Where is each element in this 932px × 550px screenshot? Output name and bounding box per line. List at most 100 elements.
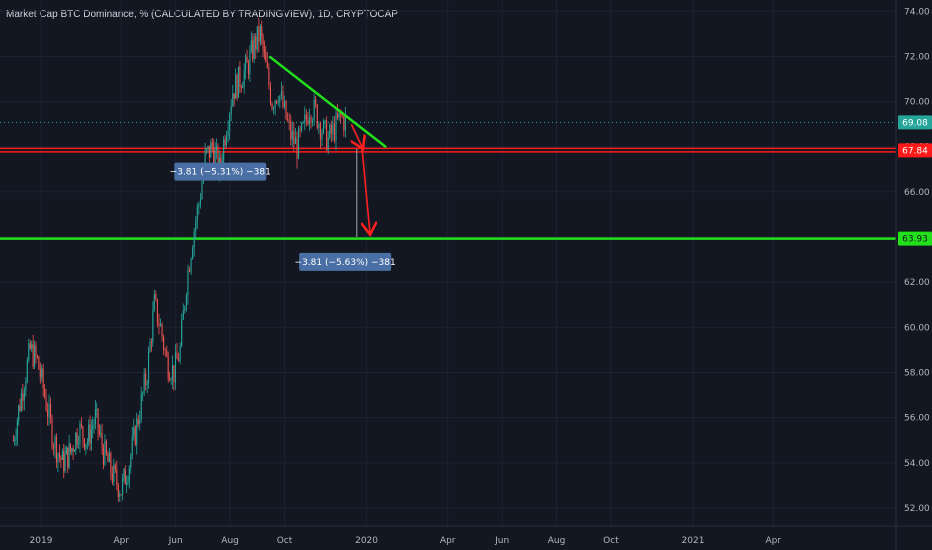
candle-body: [301, 122, 303, 131]
candle-body: [54, 437, 56, 449]
candle-body: [19, 405, 21, 411]
candle-body: [167, 356, 169, 379]
candle-body: [49, 403, 52, 418]
candle-body: [258, 26, 260, 43]
candle-body: [269, 85, 271, 104]
candle-body: [302, 122, 304, 123]
candle-body: [136, 418, 138, 445]
candle-body: [72, 448, 74, 452]
candle-body: [80, 423, 82, 427]
candle-body: [41, 368, 43, 378]
candle-body: [104, 440, 106, 465]
candle-body: [98, 430, 100, 433]
candle-body: [184, 306, 186, 311]
candle-body: [26, 359, 28, 382]
candle-body: [46, 410, 49, 417]
candle-body: [114, 464, 116, 470]
candle-body: [337, 113, 339, 118]
descending-trendline[interactable]: [268, 55, 387, 149]
candle-body: [142, 392, 144, 395]
candle-body: [253, 36, 255, 60]
y-tick-label: 56.00: [904, 414, 930, 424]
candle-body: [235, 74, 237, 99]
candle-body: [18, 405, 20, 421]
candle-body: [192, 248, 194, 259]
candle-body: [146, 383, 148, 385]
candle-body: [205, 149, 208, 150]
red-support-badge: [898, 143, 932, 158]
candle-body: [174, 352, 177, 383]
candle-body: [322, 120, 325, 133]
candle-body: [173, 365, 175, 383]
candle-body: [199, 199, 201, 205]
candle-body: [34, 345, 36, 367]
measure-label-2: −3.81 (−5.63%) −381: [295, 258, 396, 268]
candle-body: [108, 453, 110, 462]
candle-body: [237, 66, 240, 98]
candle-body: [271, 103, 273, 110]
candle-body: [159, 323, 162, 327]
candle-body: [261, 26, 263, 37]
candle-body: [312, 120, 314, 123]
candle-body: [198, 204, 200, 207]
candle-body: [75, 432, 77, 451]
candle-body: [63, 451, 65, 472]
candle-body: [247, 62, 250, 75]
candle-body: [15, 437, 17, 441]
candle-body: [149, 342, 151, 352]
candle-body: [139, 420, 141, 425]
candle-body: [243, 70, 245, 87]
candle-body: [230, 106, 232, 115]
candle-body: [277, 102, 279, 103]
candle-body: [73, 450, 75, 452]
candle-body: [282, 91, 284, 108]
candle-body: [315, 99, 317, 106]
y-tick-label: 66.00: [904, 188, 930, 198]
candle-body: [68, 443, 70, 468]
candle-body: [150, 342, 152, 343]
candle-body: [130, 455, 132, 468]
candle-body: [45, 396, 47, 411]
candle-body: [221, 160, 223, 163]
y-tick-label: 70.00: [904, 98, 930, 108]
candle-body: [16, 420, 18, 438]
candle-body: [164, 349, 166, 351]
candle-body: [20, 393, 22, 411]
candle-body: [169, 378, 171, 381]
x-tick-label: Aug: [221, 536, 239, 546]
candle-body: [290, 121, 292, 140]
green-support-label: 63.93: [902, 235, 928, 245]
green-support-badge: [898, 231, 932, 246]
candle-body: [310, 116, 312, 123]
candle-body: [182, 310, 184, 320]
candle-body: [305, 114, 307, 120]
projection-arrow-1[interactable]: [351, 123, 363, 149]
candle-body: [64, 454, 66, 472]
candle-body: [44, 388, 46, 397]
candle-body: [256, 26, 258, 50]
candle-body: [285, 100, 287, 120]
candle-body: [82, 426, 84, 439]
candle-body: [330, 124, 332, 135]
candle-body: [153, 294, 155, 311]
candle-body: [274, 100, 276, 109]
candle-body: [201, 181, 203, 200]
candle-body: [293, 130, 295, 145]
candle-body: [210, 142, 212, 158]
candle-body: [280, 91, 282, 96]
candle-body: [89, 424, 91, 444]
candle-body: [343, 116, 345, 131]
candle-body: [304, 114, 306, 123]
candle-body: [324, 120, 326, 122]
candle-body: [252, 40, 254, 60]
candle-body: [156, 299, 158, 324]
projection-arrow-2[interactable]: [362, 148, 370, 235]
candle-body: [101, 432, 103, 448]
candle-body: [25, 381, 27, 392]
candle-body: [126, 482, 128, 485]
candle-body: [245, 56, 247, 71]
candle-body: [279, 95, 281, 103]
candle-body: [128, 467, 130, 482]
candle-body: [134, 427, 136, 445]
